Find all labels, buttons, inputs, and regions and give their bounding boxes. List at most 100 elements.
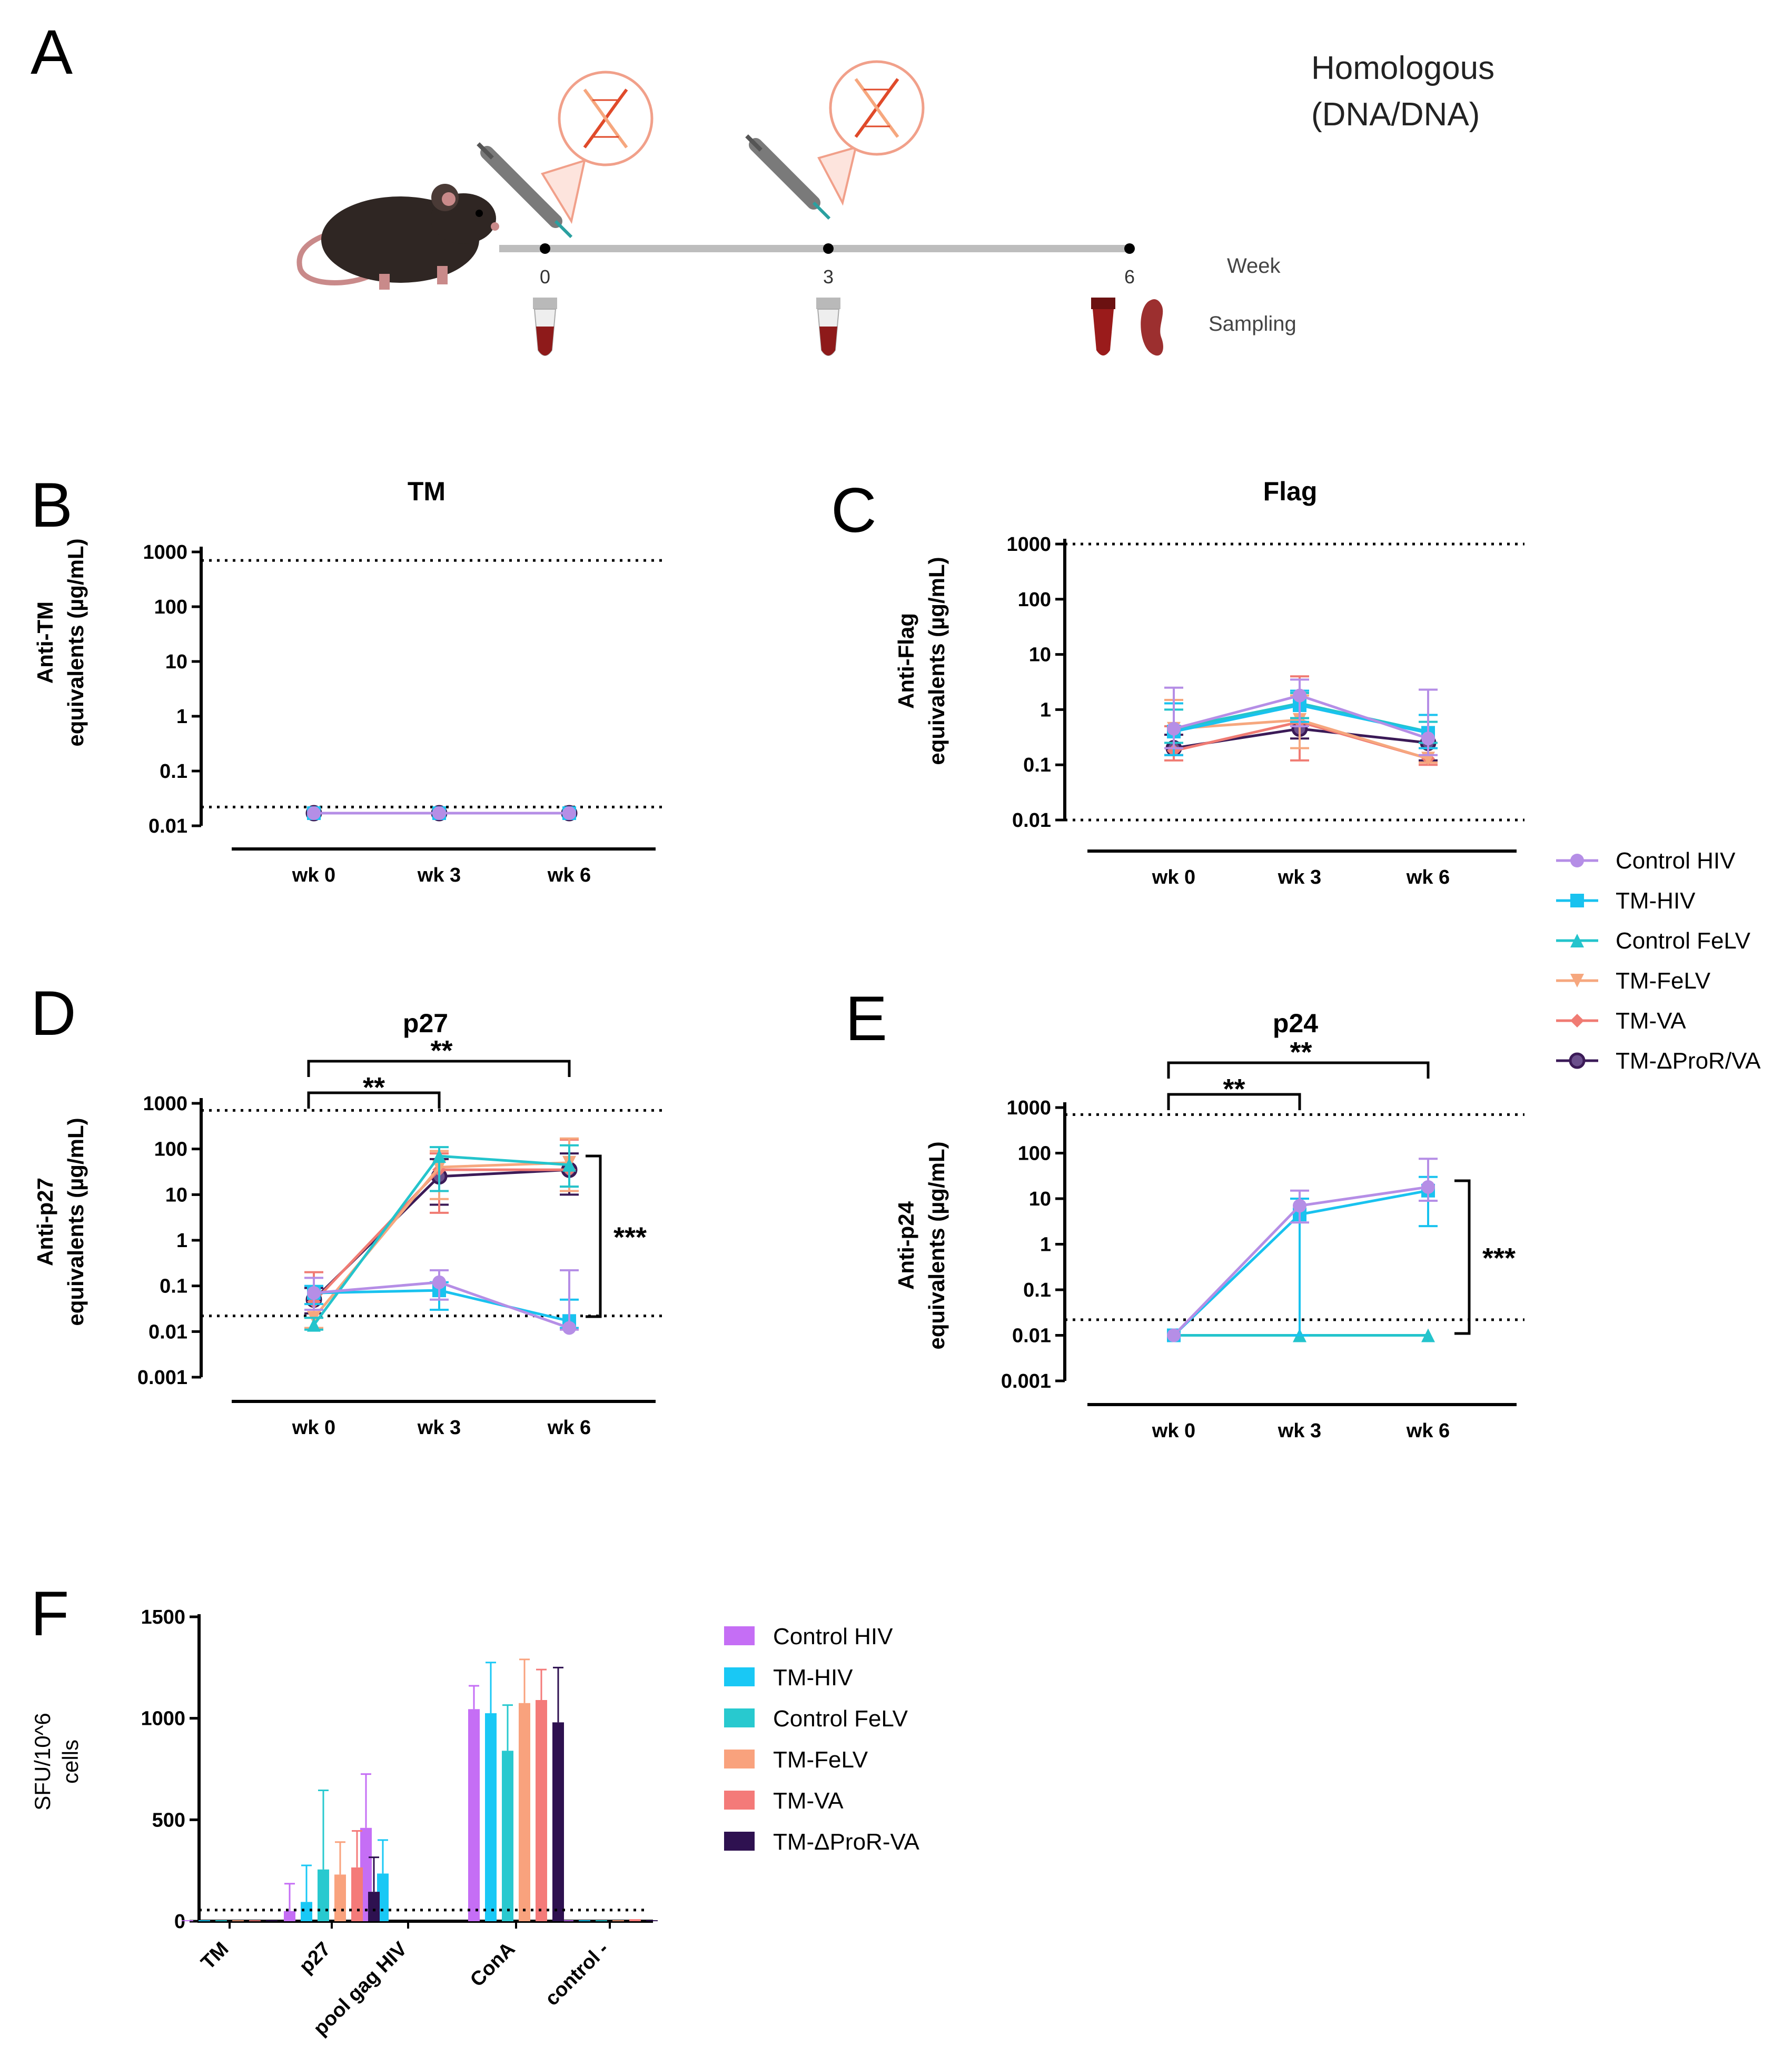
sampling-label: Sampling (1209, 312, 1296, 335)
legend-label: TM-FeLV (773, 1747, 868, 1773)
bar-tm-va (249, 1920, 261, 1921)
bar-tm-hiv (485, 1713, 497, 1921)
data-point (307, 806, 321, 821)
legend-label: TM-FeLV (1616, 968, 1711, 994)
legend-label: Control FeLV (773, 1706, 908, 1732)
legend-entry-control-hiv: Control HIV (1556, 848, 1736, 874)
data-point (1293, 1199, 1306, 1213)
legend-swatch (724, 1667, 755, 1686)
legend-label: Control HIV (773, 1624, 893, 1649)
legend-marker (1570, 974, 1584, 987)
y-axis-label-line2: equivalents (µg/mL) (63, 538, 88, 746)
y-tick-label: 100 (154, 1139, 187, 1161)
legend-swatch (724, 1626, 755, 1645)
bar-tm-va (629, 1919, 641, 1921)
significance-brackets: ******* (307, 1035, 647, 1318)
legend-entry-tm-va: TM-VA (724, 1788, 844, 1814)
week-label-3: 3 (823, 266, 834, 288)
syringe-icon (477, 142, 573, 239)
x-tick-label: wk 0 (1152, 866, 1195, 888)
y-tick-label: 1 (176, 706, 187, 728)
bar-tm-felv (519, 1703, 530, 1921)
y-tick-label: 1000 (141, 1708, 185, 1730)
bar-tm-pror-va (368, 1892, 380, 1921)
y-tick-label: 100 (154, 596, 187, 618)
bracket-groups (1454, 1179, 1471, 1335)
dna-icon-week3 (817, 60, 925, 206)
y-tick-label: 1 (1040, 699, 1051, 721)
panel-c-flag-chart: C Flag Anti-Flag equivalents (µg/mL) 100… (831, 475, 1524, 888)
y-tick-label: 10 (1029, 1188, 1051, 1210)
y-axis-label-line1: Anti-TM (33, 601, 57, 684)
y-tick-label: 1 (176, 1230, 187, 1252)
data-point (1293, 688, 1306, 703)
y-tick-label: 0.01 (148, 1321, 187, 1343)
y-tick-label: 500 (152, 1809, 185, 1831)
y-axis-label-line2: cells (58, 1740, 83, 1784)
blood-tube-icon-week3 (816, 298, 840, 356)
x-tick-label: ConA (466, 1938, 519, 1991)
chart-title: TM (408, 477, 445, 506)
bar-tm-va (536, 1700, 547, 1921)
legend-entry-tm-va: TM-VA (1556, 1008, 1686, 1034)
y-tick-label: 1000 (143, 541, 187, 564)
bar-control-felv (502, 1751, 513, 1921)
y-tick-label: 10 (1029, 644, 1051, 666)
bracket-wk0-wk3 (1167, 1093, 1301, 1110)
data-point (1167, 722, 1181, 736)
panel-d-p27-chart: D p27 Anti-p27 equivalents (µg/mL) 1000 1… (31, 978, 664, 1439)
bar-control-hiv (562, 1920, 573, 1921)
y-tick-label: 1000 (1006, 533, 1051, 556)
week-label-6: 6 (1124, 266, 1135, 288)
panel-label-f: F (31, 1578, 69, 1649)
series-control-hiv (304, 1269, 579, 1335)
legend-label: Control FeLV (1616, 928, 1751, 954)
x-tick-label: wk 6 (1406, 866, 1450, 888)
y-tick-label: 0 (174, 1911, 185, 1933)
x-tick-label: wk 6 (1406, 1420, 1450, 1442)
bar-control-hiv (182, 1920, 193, 1921)
y-axis-label-line1: Anti-Flag (894, 613, 918, 709)
timeline-dot-0 (540, 243, 550, 254)
y-tick-label: 0.01 (148, 815, 187, 837)
panel-label-e: E (845, 983, 887, 1054)
data-point (1421, 732, 1435, 746)
y-tick-label: 100 (1018, 589, 1051, 611)
y-tick-label: 0.01 (1012, 809, 1051, 832)
y-tick-label: 0.1 (1023, 1279, 1051, 1301)
y-axis-label-line1: Anti-p24 (894, 1201, 918, 1290)
data-point (562, 1321, 576, 1335)
bracket-wk0-wk3 (307, 1091, 441, 1109)
x-tick-label: wk 3 (1278, 1420, 1321, 1442)
data-point (432, 806, 446, 821)
significance-stars: ** (430, 1035, 452, 1066)
legend-entry-control-felv: Control FeLV (724, 1706, 908, 1732)
bar-tm-hiv (301, 1902, 312, 1921)
week-label-0: 0 (540, 266, 550, 288)
bar-tm-hiv (377, 1873, 389, 1921)
legend-swatch (724, 1791, 755, 1810)
bracket-wk0-wk6 (1167, 1061, 1430, 1079)
legend-entry-tm-hiv: TM-HIV (724, 1665, 853, 1691)
significance-stars: ** (363, 1072, 385, 1103)
x-tick-label: control - (541, 1938, 613, 2010)
legend-label: TM-VA (773, 1788, 844, 1814)
x-tick-label: wk 6 (547, 864, 591, 886)
data-point (1421, 1328, 1435, 1342)
panel-label-c: C (831, 475, 877, 546)
x-tick-label: wk 0 (292, 864, 335, 886)
y-tick-label: 1500 (141, 1606, 185, 1628)
legend-entry-control-felv: Control FeLV (1556, 928, 1751, 954)
blood-tube-icon (533, 298, 557, 356)
y-tick-label: 0.1 (160, 1276, 187, 1298)
y-axis-label-line2: equivalents (µg/mL) (924, 557, 949, 765)
y-tick-label: 0.01 (1012, 1325, 1051, 1347)
y-tick-label: 0.001 (1001, 1370, 1051, 1392)
series-control-hiv (307, 806, 576, 821)
y-axis-label-line1: SFU/10^6 (30, 1713, 55, 1810)
panel-label-d: D (31, 978, 76, 1049)
legend-label: Control HIV (1616, 848, 1736, 874)
legend-entry-tm-felv: TM-FeLV (724, 1747, 868, 1773)
data-point (1167, 1328, 1181, 1342)
series-control-hiv (1167, 1158, 1438, 1342)
